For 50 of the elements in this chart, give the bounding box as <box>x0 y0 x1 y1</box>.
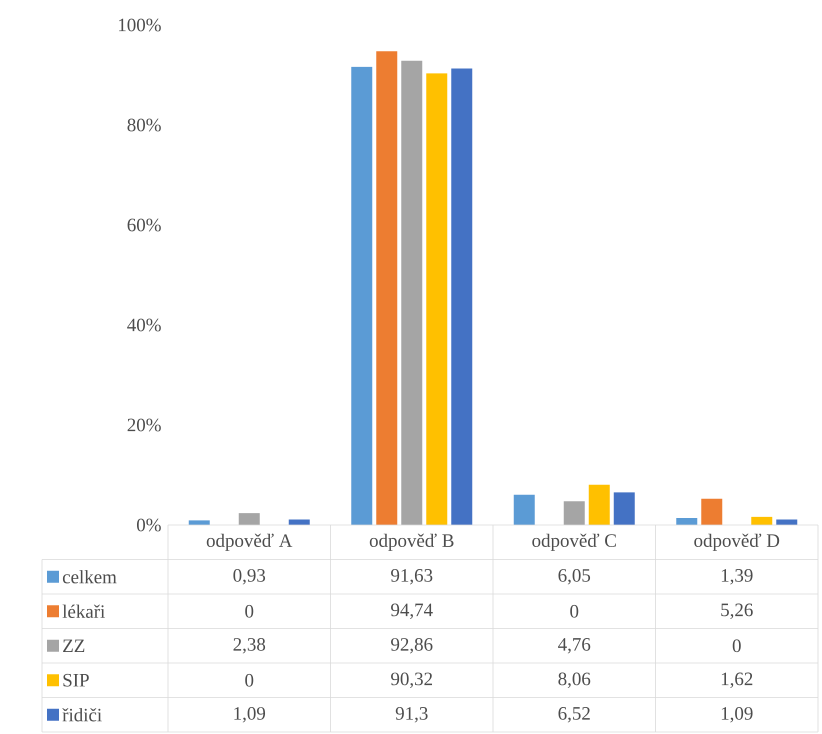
data-label: 91,63 <box>391 569 432 584</box>
x-tick-label: odpověď C <box>532 534 616 551</box>
bar <box>238 513 260 526</box>
data-label: 0,93 <box>233 569 266 584</box>
legend-label: ZZ <box>63 640 84 652</box>
data-label: 91,3 <box>396 707 428 722</box>
data-label: 0 <box>570 604 578 618</box>
bar <box>701 498 722 526</box>
data-label: 4,76 <box>558 638 590 654</box>
data-label: 8,06 <box>558 672 590 688</box>
data-label: 5,26 <box>721 604 753 619</box>
legend-label: lékaři <box>62 604 105 618</box>
x-tick-label: odpověď A <box>206 534 292 551</box>
bar <box>676 518 698 526</box>
data-label: 1,39 <box>722 569 753 584</box>
y-tick-label: 100% <box>118 18 161 32</box>
y-tick-label: 40% <box>127 318 161 332</box>
data-label: 6,05 <box>558 569 590 584</box>
data-label: 90,32 <box>391 672 432 688</box>
legend-label: SIP <box>63 674 89 687</box>
bar <box>564 501 585 526</box>
data-label: 1,09 <box>722 707 753 723</box>
x-tick-label: odpověď D <box>694 534 780 551</box>
data-label: 1,62 <box>722 672 752 688</box>
bar <box>588 484 610 526</box>
y-tick-label: 0% <box>136 518 161 532</box>
y-tick-label: 60% <box>128 218 161 232</box>
bar <box>614 492 635 526</box>
data-label: 2,38 <box>234 638 266 654</box>
data-label: 1,09 <box>234 707 266 723</box>
data-label: 94,74 <box>391 604 433 619</box>
bar <box>351 66 372 526</box>
bar <box>451 68 472 526</box>
x-tick-label: odpověď B <box>370 534 454 551</box>
bar <box>401 60 422 526</box>
y-tick-label: 20% <box>128 418 161 432</box>
data-label: 92,86 <box>391 638 432 654</box>
data-label: 6,52 <box>558 707 590 722</box>
legend-label: řidiči <box>62 708 102 722</box>
bar <box>376 51 398 526</box>
y-tick-label: 80% <box>128 118 161 132</box>
bar <box>288 520 310 526</box>
bar <box>776 520 798 526</box>
data-label: 0 <box>245 604 254 618</box>
bar <box>426 73 448 526</box>
legend-label: celkem <box>62 570 117 584</box>
data-label: 0 <box>245 674 254 687</box>
data-label: 0 <box>732 639 741 652</box>
bar <box>751 516 772 526</box>
bar <box>514 494 535 526</box>
